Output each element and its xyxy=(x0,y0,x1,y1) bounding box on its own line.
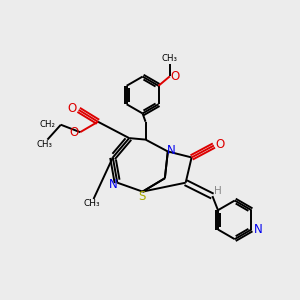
Text: N: N xyxy=(167,143,176,157)
Text: O: O xyxy=(69,126,78,139)
Text: N: N xyxy=(254,223,262,236)
Text: CH₃: CH₃ xyxy=(162,54,178,63)
Text: CH₂: CH₂ xyxy=(40,120,56,129)
Text: N: N xyxy=(110,178,118,191)
Text: S: S xyxy=(138,190,146,203)
Text: CH₃: CH₃ xyxy=(37,140,52,148)
Text: H: H xyxy=(214,186,222,196)
Text: O: O xyxy=(215,138,224,151)
Text: CH₃: CH₃ xyxy=(84,199,100,208)
Text: O: O xyxy=(170,70,179,83)
Text: O: O xyxy=(68,102,77,115)
